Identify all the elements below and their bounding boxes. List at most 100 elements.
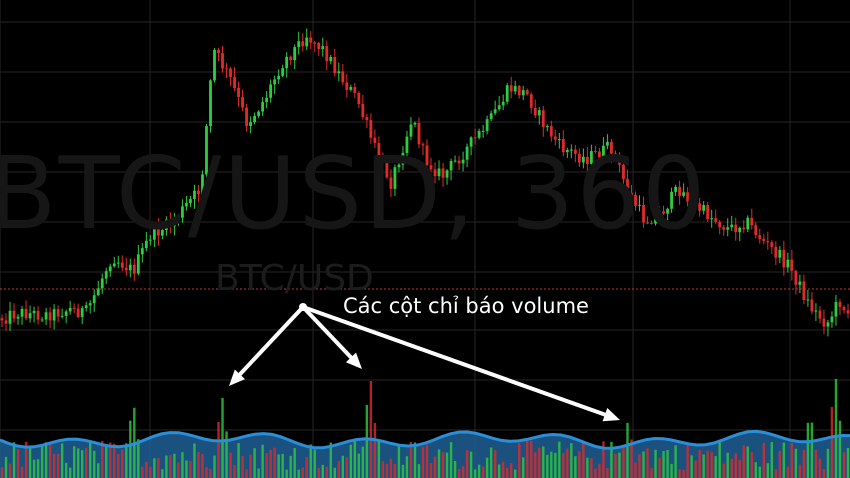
candle-body xyxy=(838,302,842,307)
volume-bar xyxy=(574,456,577,478)
volume-bar xyxy=(401,464,405,478)
volume-bar xyxy=(618,452,621,478)
volume-bar xyxy=(237,443,240,478)
volume-bar xyxy=(489,447,493,478)
candle-body xyxy=(714,218,718,222)
volume-bar xyxy=(44,442,48,478)
volume-bar xyxy=(205,466,208,478)
volume-bar xyxy=(493,450,497,478)
candle-body xyxy=(658,211,661,214)
volume-bar xyxy=(417,464,421,478)
candle-body xyxy=(88,303,92,306)
candle-body xyxy=(678,186,682,196)
volume-bar xyxy=(64,462,68,478)
volume-bar xyxy=(606,467,609,478)
volume-bar xyxy=(762,442,765,478)
candle-body xyxy=(8,310,12,324)
candle-body xyxy=(132,264,136,274)
volume-bar xyxy=(461,466,465,478)
volume-bar xyxy=(361,446,365,478)
candle-body xyxy=(144,240,148,249)
candle-body xyxy=(237,88,240,98)
candle-body xyxy=(489,113,493,120)
volume-bar xyxy=(393,464,397,478)
candle-body xyxy=(525,90,529,95)
volume-bar xyxy=(722,463,725,478)
volume-bar xyxy=(469,451,473,478)
candle-body xyxy=(397,164,401,168)
candle-body xyxy=(297,41,301,48)
candle-body xyxy=(485,119,489,131)
candle-body xyxy=(606,141,609,146)
volume-bar xyxy=(121,449,124,478)
volume-bar xyxy=(325,466,328,478)
volume-bar xyxy=(730,458,733,478)
volume-bar xyxy=(8,463,12,478)
candle-body xyxy=(273,79,277,85)
candle-body xyxy=(4,320,8,324)
volume-bar xyxy=(610,441,613,478)
volume-bar xyxy=(826,448,830,478)
volume-bar xyxy=(113,443,116,478)
candle-body xyxy=(136,254,140,274)
volume-bar xyxy=(505,467,509,478)
candle-body xyxy=(762,238,766,242)
candle-body xyxy=(846,310,850,314)
candle-body xyxy=(598,151,601,158)
candle-body xyxy=(738,227,742,233)
volume-bar xyxy=(842,452,846,478)
candle-body xyxy=(790,259,794,271)
watermark-symbol: BTC/USD xyxy=(215,258,374,299)
volume-bar xyxy=(758,466,761,478)
candle-body xyxy=(589,151,593,164)
volume-bar xyxy=(293,448,296,478)
candle-body xyxy=(497,105,501,110)
volume-bar xyxy=(686,442,689,478)
candle-body xyxy=(116,262,120,264)
volume-bar xyxy=(822,468,826,478)
volume-bar xyxy=(145,461,148,478)
volume-indicator xyxy=(0,378,850,478)
candle-body xyxy=(164,219,168,231)
volume-bar xyxy=(682,469,685,478)
candle-body xyxy=(666,208,669,214)
candle-body xyxy=(381,158,385,160)
volume-bar xyxy=(798,464,802,478)
candle-body xyxy=(405,136,409,153)
volume-bar xyxy=(694,460,697,478)
volume-bar xyxy=(646,448,649,478)
watermark-main: BTC/USD, 360 xyxy=(0,135,708,252)
candle-body xyxy=(626,179,629,193)
candle-body xyxy=(241,97,244,108)
candle-body xyxy=(593,151,597,153)
volume-bar xyxy=(313,449,316,478)
volume-bar xyxy=(670,463,673,478)
candle-body xyxy=(16,316,20,319)
volume-bar xyxy=(806,422,810,478)
volume-bar xyxy=(802,450,806,478)
candle-body xyxy=(377,143,381,159)
candle-body xyxy=(461,159,465,164)
volume-bar xyxy=(534,452,537,478)
volume-bar xyxy=(233,464,236,478)
volume-bar xyxy=(52,453,56,478)
volume-bar xyxy=(518,443,521,478)
candle-body xyxy=(421,144,425,146)
candle-body xyxy=(181,206,184,218)
volume-bar xyxy=(441,452,445,478)
volume-bar xyxy=(445,452,449,478)
candle-body xyxy=(365,117,369,121)
candle-body xyxy=(257,111,261,116)
candle-body xyxy=(481,130,485,132)
volume-bar xyxy=(702,454,705,478)
candle-body xyxy=(577,153,581,163)
volume-bar xyxy=(285,469,288,478)
candle-body xyxy=(337,71,341,74)
candle-body xyxy=(541,110,545,128)
volume-bar xyxy=(421,446,425,478)
candle-body xyxy=(201,174,204,195)
candle-body xyxy=(810,299,814,312)
volume-bar xyxy=(465,450,469,478)
candle-body xyxy=(60,315,64,317)
volume-bar xyxy=(0,467,4,478)
